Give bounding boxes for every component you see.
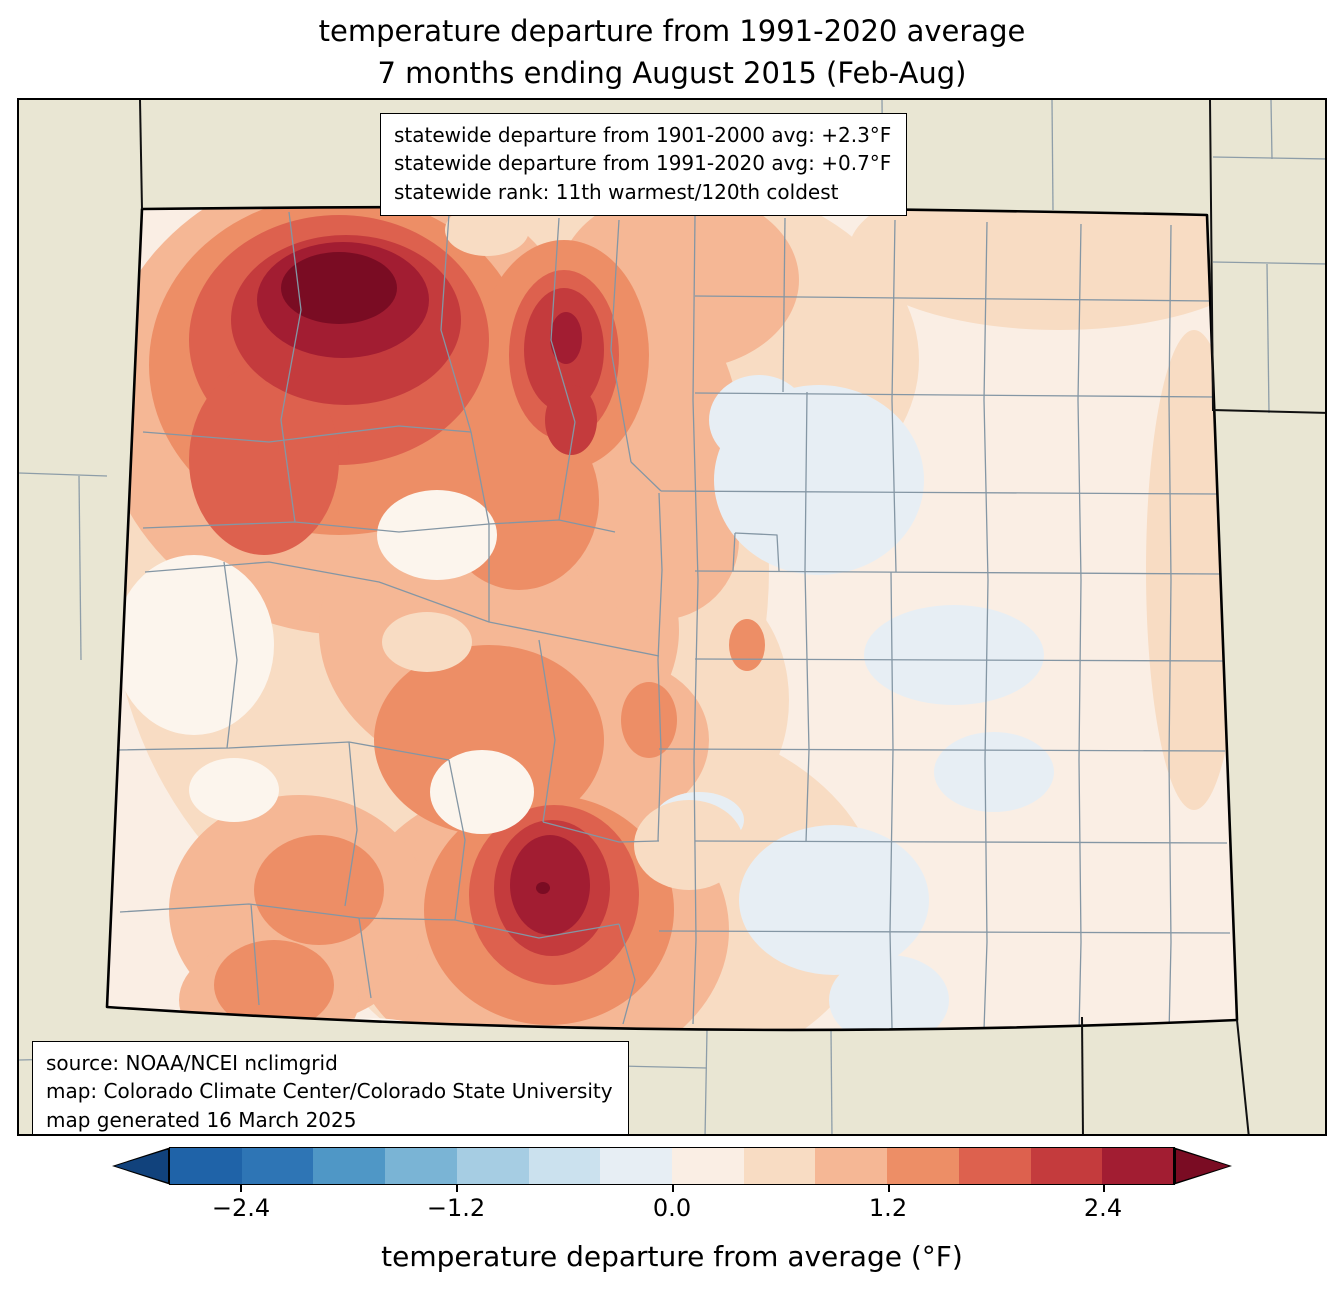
colorbar-tick-label: −1.2 bbox=[426, 1194, 486, 1222]
colorbar-axis-label: temperature departure from average (°F) bbox=[381, 1240, 963, 1273]
source-box: source: NOAA/NCEI nclimgrid map: Colorad… bbox=[32, 1041, 629, 1134]
colorbar-tick-label: −2.4 bbox=[211, 1194, 271, 1222]
colorbar-tick bbox=[456, 1185, 458, 1192]
colorbar-segment bbox=[1030, 1148, 1103, 1184]
colorbar: −2.4 −1.2 0.0 1.2 2.4 bbox=[112, 1147, 1232, 1222]
colorbar-tick bbox=[1103, 1185, 1105, 1192]
colorbar-segment bbox=[241, 1148, 314, 1184]
colorbar-left-arrow-fill bbox=[115, 1149, 168, 1183]
stats-line-3: statewide rank: 11th warmest/120th colde… bbox=[394, 179, 839, 204]
figure-title-line2: 7 months ending August 2015 (Feb-Aug) bbox=[377, 56, 967, 90]
colorbar-segment bbox=[600, 1148, 673, 1184]
source-line-1: source: NOAA/NCEI nclimgrid bbox=[46, 1051, 338, 1075]
colorbar-tick-label: 2.4 bbox=[1083, 1194, 1123, 1222]
colorbar-segment bbox=[170, 1148, 242, 1184]
colorbar-tick bbox=[672, 1185, 674, 1192]
figure-title-line1: temperature departure from 1991-2020 ave… bbox=[318, 14, 1026, 48]
source-line-3: map generated 16 March 2025 bbox=[46, 1107, 357, 1132]
colorbar-right-arrow bbox=[1173, 1147, 1232, 1185]
colorado-anomaly-map bbox=[19, 100, 1325, 1134]
colorbar-segment bbox=[815, 1148, 888, 1184]
colorbar-segment bbox=[456, 1148, 529, 1184]
source-line-2: map: Colorado Climate Center/Colorado St… bbox=[46, 1079, 613, 1104]
colorbar-segment bbox=[887, 1148, 959, 1184]
colorbar-tick bbox=[240, 1185, 242, 1192]
colorbar-segment bbox=[958, 1148, 1031, 1184]
colorbar-body bbox=[169, 1147, 1175, 1185]
colorbar-left-arrow bbox=[112, 1147, 171, 1185]
stats-line-2: statewide departure from 1991-2020 avg: … bbox=[394, 151, 892, 176]
colorbar-segment bbox=[528, 1148, 601, 1184]
colorbar-area: −2.4 −1.2 0.0 1.2 2.4 temperature depart… bbox=[0, 1147, 1344, 1299]
colorbar-segment bbox=[743, 1148, 816, 1184]
colorbar-segment bbox=[1102, 1148, 1175, 1184]
county-lines bbox=[115, 211, 1231, 1030]
stats-box: statewide departure from 1901-2000 avg: … bbox=[380, 113, 908, 217]
neighbor-state-borders bbox=[139, 100, 1325, 1134]
colorbar-tick-label: 1.2 bbox=[868, 1194, 908, 1222]
colorbar-segment bbox=[672, 1148, 744, 1184]
colorbar-tick-label: 0.0 bbox=[652, 1194, 692, 1222]
colorbar-segment bbox=[385, 1148, 457, 1184]
anomaly-fill bbox=[107, 207, 1237, 1030]
colorbar-right-arrow-fill bbox=[1176, 1149, 1229, 1183]
map-axes: statewide departure from 1901-2000 avg: … bbox=[17, 98, 1327, 1136]
colorbar-tick bbox=[888, 1185, 890, 1192]
colorbar-segment bbox=[313, 1148, 386, 1184]
stats-line-1: statewide departure from 1901-2000 avg: … bbox=[394, 123, 892, 147]
